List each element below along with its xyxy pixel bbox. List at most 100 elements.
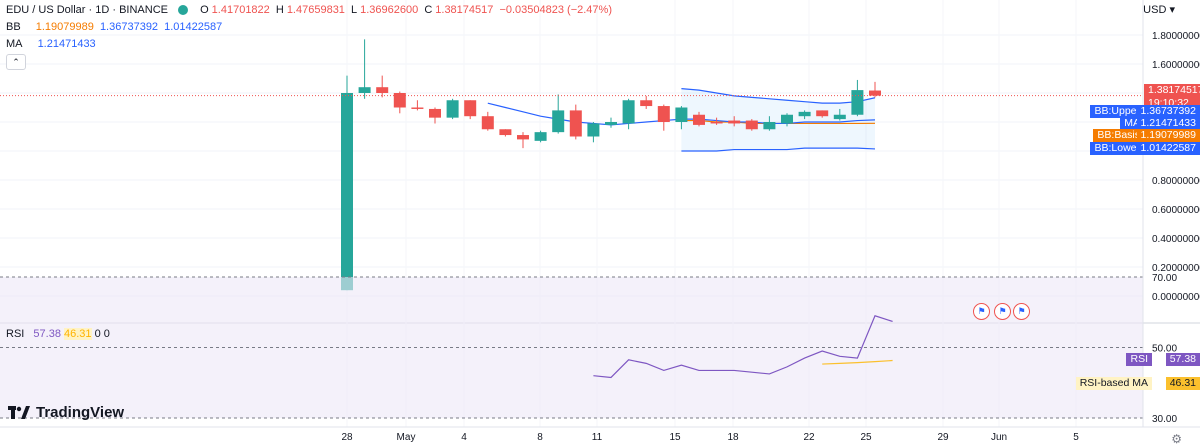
close-label: C — [424, 4, 433, 16]
price-tick-label: 0.80000000 — [1152, 176, 1200, 187]
event-flag-icon[interactable]: ⚑ — [994, 303, 1011, 320]
rsi-value: 57.38 — [33, 328, 61, 340]
open-label: O — [200, 4, 209, 16]
bb-lower-line — [681, 147, 876, 152]
bb-upper-line — [681, 88, 876, 104]
bb-basis-tag-name: BB:Basis — [1093, 129, 1144, 142]
chevron-down-icon: ▾ — [1169, 4, 1175, 16]
rsi-ma-tag-name: RSI-based MA — [1075, 377, 1152, 390]
change-value: −0.03504823 (−2.47%) — [499, 4, 612, 16]
x-tick-label: 4 — [461, 432, 467, 443]
symbol-title[interactable]: EDU / US Dollar · 1D · BINANCE — [6, 4, 168, 16]
candle-body — [358, 87, 371, 93]
logo-text: TradingView — [36, 404, 125, 421]
candle-body — [605, 122, 617, 125]
bb-upper-tag: 1.36737392 — [1136, 105, 1200, 118]
candle-body — [376, 87, 389, 93]
candle-body — [429, 108, 441, 118]
candle-body — [710, 122, 723, 124]
rsi-line — [593, 315, 893, 379]
rsi-extra-2: 0 — [103, 328, 110, 340]
price-tick-label: 0.40000000 — [1152, 234, 1200, 245]
x-tick-label: 29 — [937, 432, 949, 443]
candle-body — [393, 93, 406, 108]
candle-body — [869, 90, 881, 96]
bb-upper-tag-name: BB:Upper — [1090, 105, 1144, 118]
price-tick-label: 1.80000000 — [1152, 31, 1200, 42]
x-tick-label: May — [397, 432, 416, 443]
tradingview-logo[interactable]: TradingView — [8, 404, 124, 421]
bb-basis-value: 1.19079989 — [35, 21, 94, 33]
chevron-up-icon: ⌃ — [12, 57, 20, 67]
candle-body — [781, 114, 793, 124]
candle-body — [816, 110, 829, 117]
price-tick-label: 0.00000000 — [1152, 292, 1200, 303]
bb-upper-value: 1.36737392 — [99, 21, 159, 33]
rsi-ma-value: 46.31 — [64, 328, 92, 340]
bb-lower-tag-name: BB:Lower — [1090, 142, 1144, 155]
header-ohlc: EDU / US Dollar · 1D · BINANCE O 1.417018… — [6, 4, 615, 16]
open-value: 1.41701822 — [211, 4, 270, 16]
candle-body — [411, 107, 424, 109]
close-value: 1.38174517 — [435, 4, 494, 16]
candle-body — [341, 93, 353, 291]
rsi-tag: 57.38 — [1165, 353, 1200, 366]
candle-body — [481, 116, 494, 130]
bb-basis-tag: 1.19079989 — [1136, 129, 1200, 142]
candle-body — [587, 123, 600, 137]
rsi-ma-line — [822, 359, 893, 365]
gear-icon[interactable]: ⚙ — [1171, 432, 1182, 446]
candle-body — [534, 132, 547, 141]
bb-legend[interactable]: BB 1.19079989 1.36737392 1.01422587 — [6, 21, 225, 33]
low-value: 1.36962600 — [360, 4, 419, 16]
x-tick-label: 22 — [803, 432, 815, 443]
rsi-tick-label: 50.00 — [1152, 344, 1177, 355]
candle-body — [622, 100, 635, 124]
green-status-dot-icon — [178, 5, 189, 16]
candle-body — [552, 110, 565, 133]
x-tick-label: 15 — [669, 432, 681, 443]
price-tick-label: 0.60000000 — [1152, 205, 1200, 216]
candle-body — [464, 100, 477, 117]
candle-body — [851, 90, 864, 115]
ma-label: MA — [6, 38, 23, 50]
candle-body — [798, 111, 811, 117]
rsi-extra-1: 0 — [94, 328, 101, 340]
currency-label: USD — [1143, 4, 1167, 16]
x-tick-label: Jun — [991, 432, 1007, 443]
tradingview-logo-icon — [8, 405, 30, 419]
rsi-tick-label: 70.00 — [1152, 273, 1177, 284]
x-tick-label: 25 — [860, 432, 872, 443]
candle-body — [499, 129, 512, 136]
last-price-text: 1.38174517 — [1148, 84, 1200, 96]
collapse-legend-button[interactable]: ⌃ — [6, 54, 26, 70]
price-tick-label: 0.20000000 — [1152, 263, 1200, 274]
rsi-tag-name: RSI — [1126, 353, 1152, 366]
candle-body — [745, 120, 758, 130]
bb-lower-value: 1.01422587 — [164, 21, 223, 33]
candle-body — [693, 114, 705, 125]
price-tick-label: 1.60000000 — [1152, 60, 1200, 71]
event-flag-icon[interactable]: ⚑ — [973, 303, 990, 320]
currency-selector[interactable]: USD ▾ — [1143, 3, 1175, 16]
x-tick-label: 8 — [537, 432, 543, 443]
ma-tag: 1.21471433 — [1136, 117, 1200, 130]
ma-value: 1.21471433 — [37, 38, 96, 50]
candle-body — [569, 110, 582, 137]
event-flag-icon[interactable]: ⚑ — [1013, 303, 1030, 320]
x-tick-label: 28 — [341, 432, 353, 443]
rsi-tick-label: 30.00 — [1152, 414, 1177, 425]
candle-body — [728, 120, 741, 124]
candle-body — [446, 100, 459, 118]
x-tick-label: 11 — [592, 432, 603, 443]
rsi-legend[interactable]: RSI 57.38 46.31 0 0 — [6, 328, 110, 340]
candle-body — [657, 106, 670, 122]
candle-body — [833, 114, 846, 120]
rsi-label: RSI — [6, 328, 25, 340]
bb-fill-area — [681, 88, 875, 151]
bb-label: BB — [6, 21, 21, 33]
candle-body — [640, 100, 653, 107]
rsi-ma-tag: 46.31 — [1165, 377, 1200, 390]
ma-legend[interactable]: MA 1.21471433 — [6, 38, 99, 50]
